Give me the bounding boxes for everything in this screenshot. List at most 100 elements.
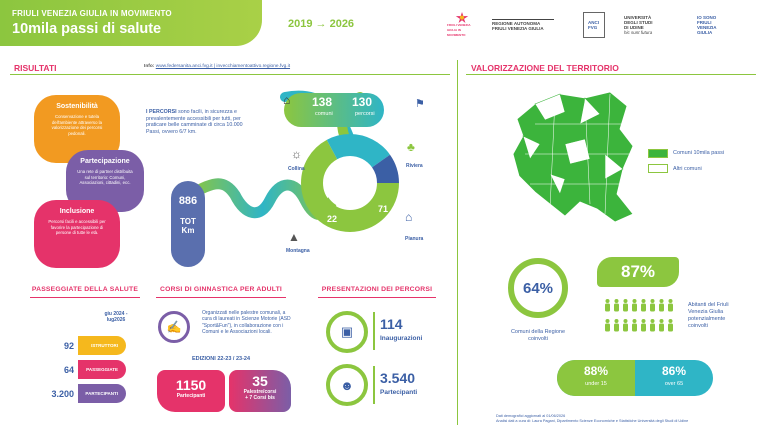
people-grid <box>604 299 674 339</box>
km-pill: 886 TOT Km <box>171 181 205 267</box>
petal-desc: Conservazione e tutela dell'ambiente att… <box>51 114 103 136</box>
corsi-partecipanti-value: 1150 <box>175 377 207 393</box>
partecipanti-icon-circle: ☻ <box>326 364 368 406</box>
inaugurazioni-label: Inaugurazioni <box>380 335 423 342</box>
petal-desc: Percorsi facili e accessibili per favori… <box>48 219 106 235</box>
header-subtitle: FRIULI VENEZIA GIULIA IN MOVIMENTO <box>12 9 172 18</box>
zone-collina-label: Collina <box>288 166 305 172</box>
petal-inclusione: Inclusione Percorsi facili e accessibili… <box>34 200 120 268</box>
over-label: over 65 <box>664 381 684 387</box>
age-pill: 88% under 15 86% over 65 <box>557 360 713 396</box>
gym-icon: ✍ <box>158 311 190 343</box>
legend-swatch-altri <box>648 164 668 173</box>
info-urls[interactable]: www.federsanita.anci.fvg.it | invecchiam… <box>155 64 291 69</box>
person-icon <box>632 319 637 332</box>
zone-riviera-value: 14 <box>360 170 371 180</box>
iosono-logo: IO SONO FRIULI VENEZIA GIULIA <box>697 12 727 38</box>
territorio-divider <box>466 74 756 75</box>
person-icon <box>605 319 610 332</box>
over-value: 86% <box>661 364 687 378</box>
regione-logo-line1: REGIONE AUTONOMA <box>492 19 554 26</box>
pct-comuni-caption: Comuni della Regione coinvolti <box>500 329 576 343</box>
km-label-1: TOT <box>180 217 196 226</box>
person-icon <box>659 319 664 332</box>
pct-abitanti-badge: 87% <box>597 257 679 287</box>
under-value: 88% <box>583 364 609 378</box>
age-pill-left <box>557 360 635 396</box>
istruttori-value: 92 <box>63 341 74 351</box>
person-icon <box>614 299 619 312</box>
pct-comuni-ring: 64% <box>508 258 568 318</box>
uniud-logo-line2: DEGLI STUDI <box>624 20 653 25</box>
under-label: under 15 <box>585 381 607 387</box>
zone-montagna-label: Montagna <box>286 248 310 254</box>
person-icon <box>605 299 610 312</box>
zone-pianura-value: 71 <box>378 204 389 214</box>
presentazioni-title: PRESENTAZIONI DEI PERCORSI <box>321 286 433 293</box>
regione-logo: REGIONE AUTONOMA FRIULI VENEZIA GIULIA <box>492 12 554 38</box>
star-logo-icon <box>455 12 469 23</box>
partecipanti-bar: PARTECIPANTI <box>78 384 126 403</box>
corsi-box-palestre: 35 Palestre/corsi + 7 Corsi bis <box>229 370 291 412</box>
uniud-logo-line4: hic sunt futura <box>624 30 653 35</box>
percorsi-intro-text: sono facili, in sicurezza e prevalenteme… <box>146 109 243 135</box>
uniud-logo-line3: DI UDINE <box>624 25 644 30</box>
person-icon <box>668 319 673 332</box>
abitanti-label-4: coinvolti <box>688 323 708 329</box>
column-separator <box>457 60 458 425</box>
legend-label-10mila: Comuni 10mila passi <box>673 150 725 156</box>
person-icon <box>632 299 637 312</box>
palm-icon: ♣ <box>407 140 415 154</box>
passeggiate-divider <box>30 297 140 298</box>
anci-logo-text: ANCI FVG <box>588 20 599 30</box>
abitanti-label-3: potenzialmente <box>688 316 726 322</box>
petal-title: Inclusione <box>59 208 95 215</box>
zone-montagna-value: 22 <box>327 214 338 224</box>
zone-riviera-label: Riviera <box>406 163 423 169</box>
percorsi-value: 130 <box>352 95 373 109</box>
mountain-icon: ▲ <box>288 230 300 244</box>
percorsi-label: percorsi <box>355 111 375 117</box>
info-links: Info: www.federsanita.anci.fvg.it | inve… <box>144 64 290 69</box>
istruttori-bar: ISTRUTTORI <box>78 336 126 355</box>
signpost-icon: ⚑ <box>415 98 425 110</box>
comuni-percorsi-banner <box>284 93 384 127</box>
comuni-value: 138 <box>312 95 333 109</box>
header-banner: FRIULI VENEZIA GIULIA IN MOVIMENTO 10mil… <box>0 0 262 46</box>
inaug-separator <box>373 312 375 350</box>
header-title: 10mila passi di salute <box>12 21 162 37</box>
farm-icon: ⌂ <box>405 210 413 224</box>
percorsi-intro: I PERCORSI sono facili, in sicurezza e p… <box>146 109 258 135</box>
legend-label-altri: Altri comuni <box>673 166 702 172</box>
person-icon <box>623 299 628 312</box>
person-icon <box>659 299 664 312</box>
iosono-logo-line2: FRIULI <box>697 20 712 25</box>
petal-title: Sostenibilità <box>56 103 98 110</box>
regione-logo-line2: FRIULI VENEZIA GIULIA <box>492 26 544 31</box>
presentazioni-divider <box>318 297 436 298</box>
partecipanti-value: 3.200 <box>51 389 74 399</box>
passeggiate-bar: PASSEGGIATE <box>78 360 126 379</box>
person-icon <box>668 299 673 312</box>
uniud-logo-line1: UNIVERSITÀ <box>624 15 652 20</box>
inaugurazioni-icon-circle: ▣ <box>326 311 368 353</box>
person-icon <box>641 299 646 312</box>
corsi-divider <box>156 297 286 298</box>
people-icon: ☻ <box>340 377 354 393</box>
presentation-icon: ▣ <box>340 324 354 339</box>
iosono-logo-line4: GIULIA <box>697 30 713 35</box>
section-divider <box>10 74 450 75</box>
footnote-line2: Analisi dati a cura di: Laura Pagani, Di… <box>496 418 689 423</box>
passeggiate-period: giu 2024 - lug2026 <box>104 311 128 323</box>
presentazioni-partecipanti-value: 3.540 <box>380 370 416 386</box>
abitanti-caption: Abitanti del Friuli Venezia Giulia poten… <box>688 302 758 330</box>
hills-icon: ☼ <box>291 147 302 161</box>
percorsi-intro-bold: I PERCORSI <box>146 109 177 115</box>
inaugurazioni-value: 114 <box>380 316 403 332</box>
info-label: Info: <box>144 64 155 69</box>
house-icon: ⌂ <box>283 93 291 107</box>
iosono-logo-line3: VENEZIA <box>697 25 717 30</box>
movimento-logo-text: FRIULI VENEZIA GIULIA IN MOVIMENTO <box>447 23 471 37</box>
corsi-title: CORSI DI GINNASTICA PER ADULTI <box>159 286 283 293</box>
km-label-2: Km <box>181 226 195 235</box>
